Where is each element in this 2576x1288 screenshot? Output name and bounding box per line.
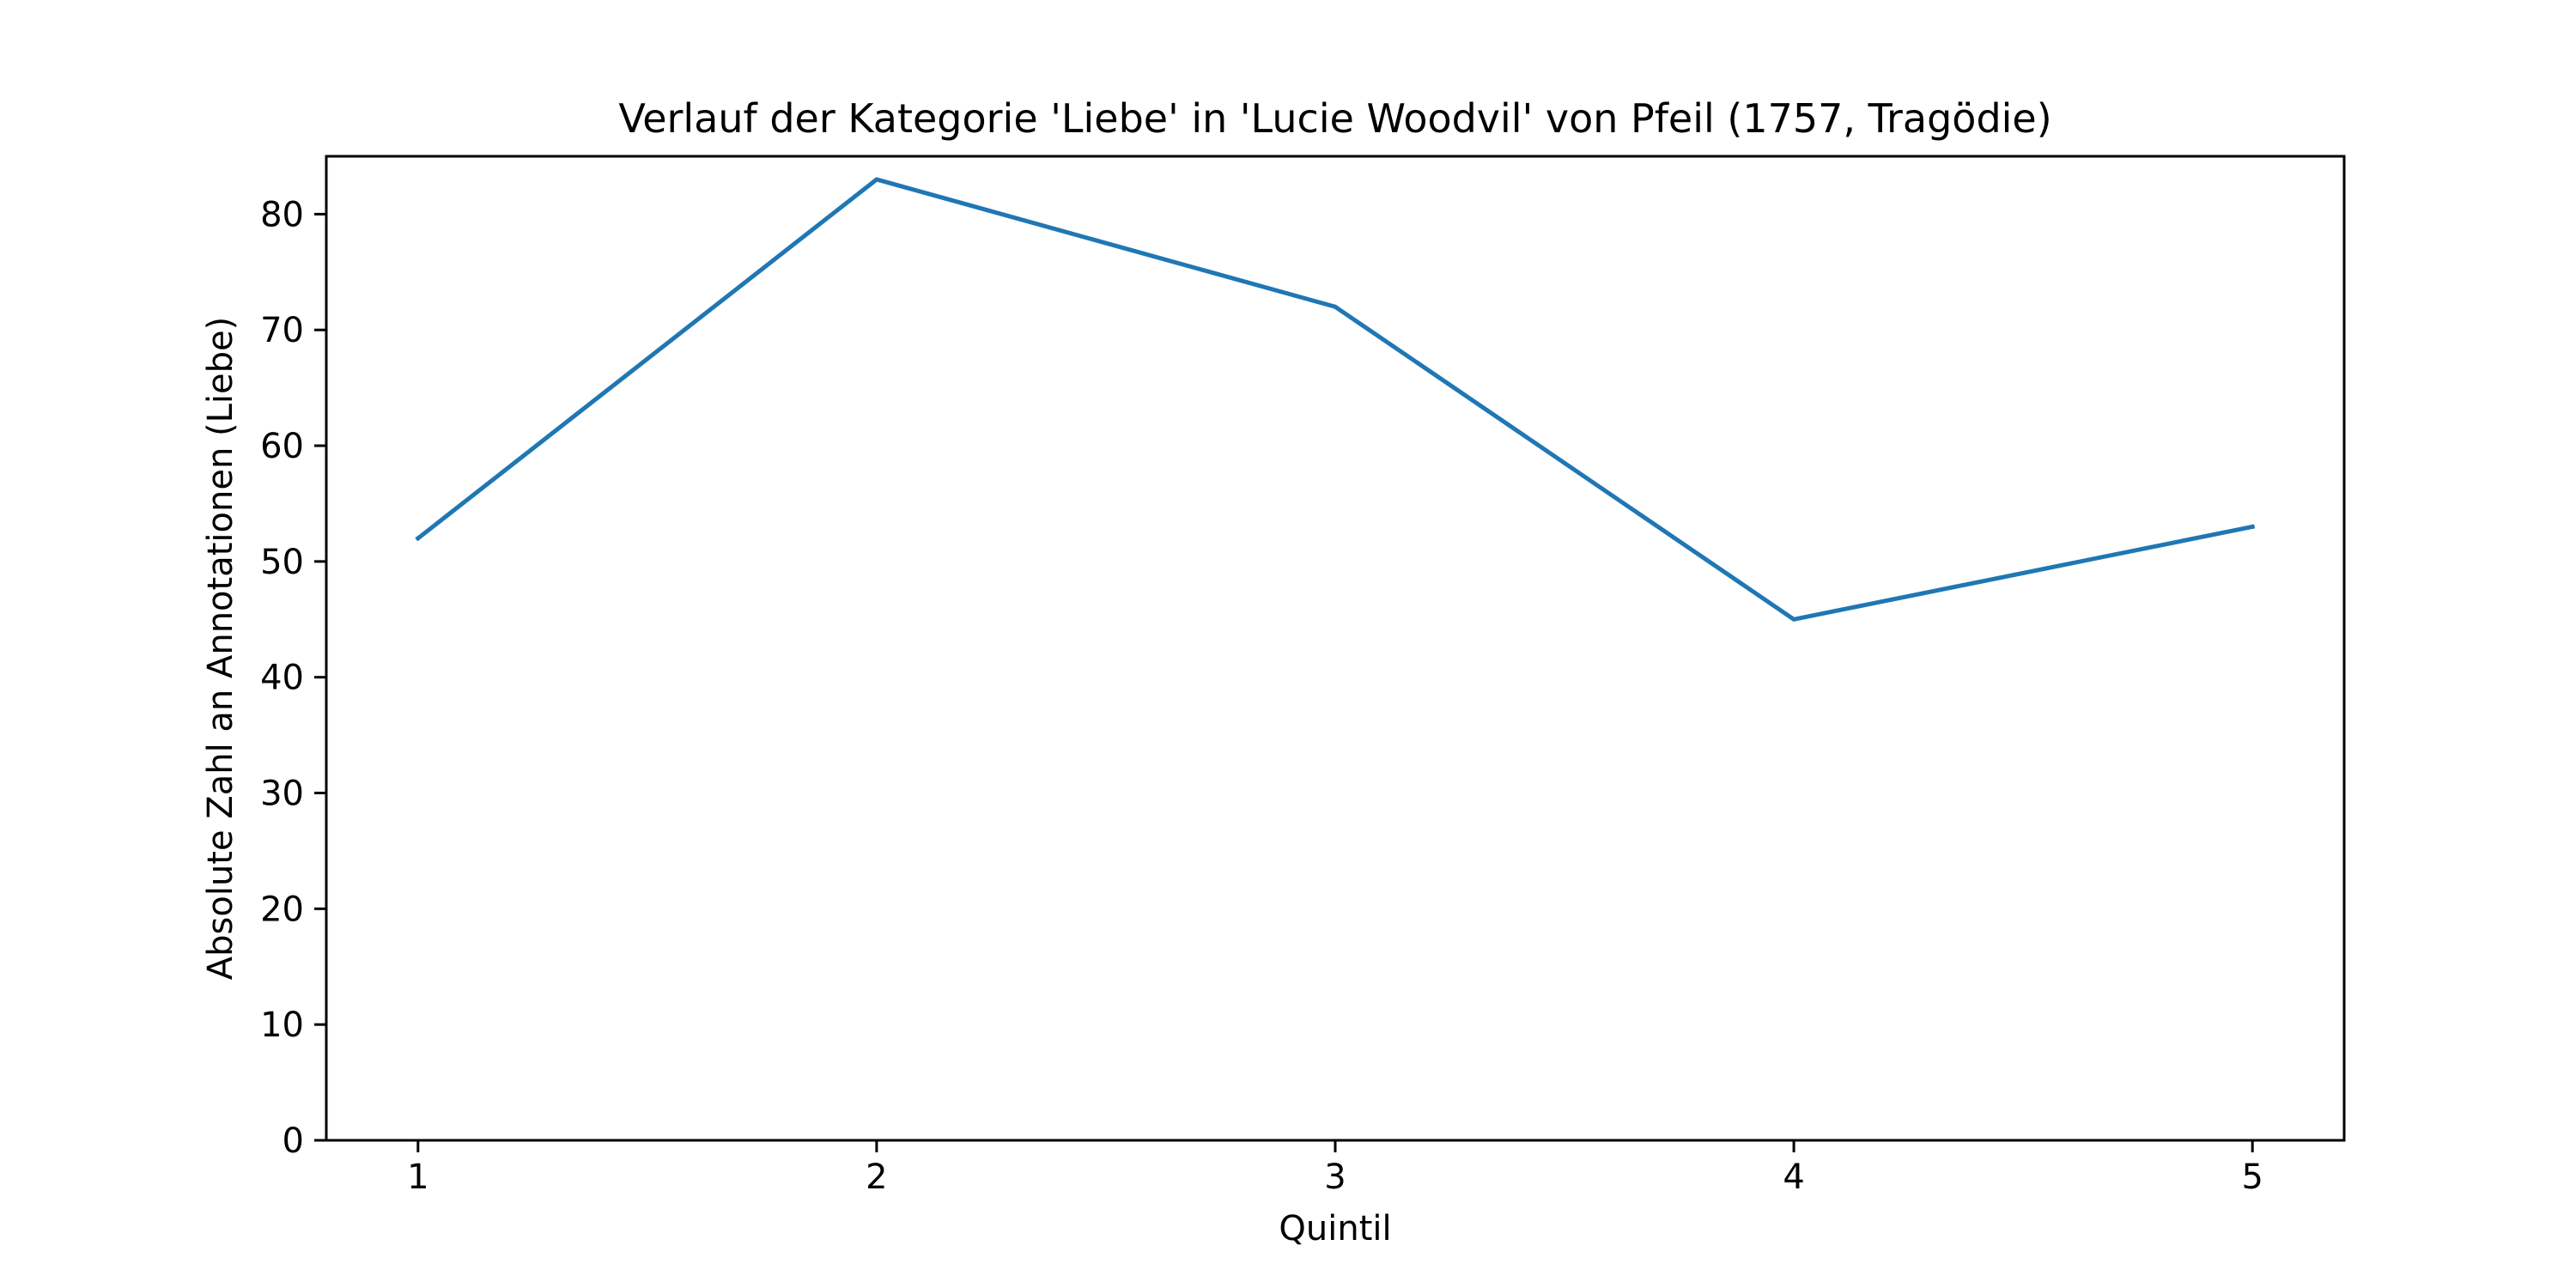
y-axis-ticks: 0 10 20 30 40 50 60 70 80 — [260, 195, 326, 1161]
y-tick-label: 20 — [260, 890, 304, 929]
x-axis-ticks: 1 2 3 4 5 — [407, 1140, 2263, 1197]
x-axis-label: Quintil — [1279, 1209, 1391, 1249]
x-tick-label: 3 — [1324, 1157, 1346, 1197]
y-tick-label: 50 — [260, 543, 304, 582]
y-tick-label: 40 — [260, 659, 304, 698]
x-tick-label: 1 — [407, 1157, 428, 1197]
x-tick-label: 2 — [866, 1157, 887, 1197]
x-tick-label: 4 — [1783, 1157, 1804, 1197]
series-layer — [415, 177, 2256, 622]
data-point — [2250, 524, 2255, 529]
data-point — [1333, 304, 1338, 309]
plot-frame — [325, 155, 2346, 1142]
y-tick-label: 80 — [260, 195, 304, 234]
y-tick-label: 70 — [260, 311, 304, 350]
y-tick-label: 30 — [260, 775, 304, 814]
chart-title: Verlauf der Kategorie 'Liebe' in 'Lucie … — [618, 95, 2051, 142]
x-tick-label: 5 — [2241, 1157, 2263, 1197]
y-tick-label: 10 — [260, 1005, 304, 1045]
data-point — [416, 536, 421, 541]
data-point — [1791, 617, 1796, 622]
data-point — [874, 177, 879, 182]
y-tick-label: 60 — [260, 427, 304, 466]
y-axis-label: Absolute Zahl an Annotationen (Liebe) — [201, 317, 240, 980]
y-tick-label: 0 — [283, 1121, 304, 1161]
